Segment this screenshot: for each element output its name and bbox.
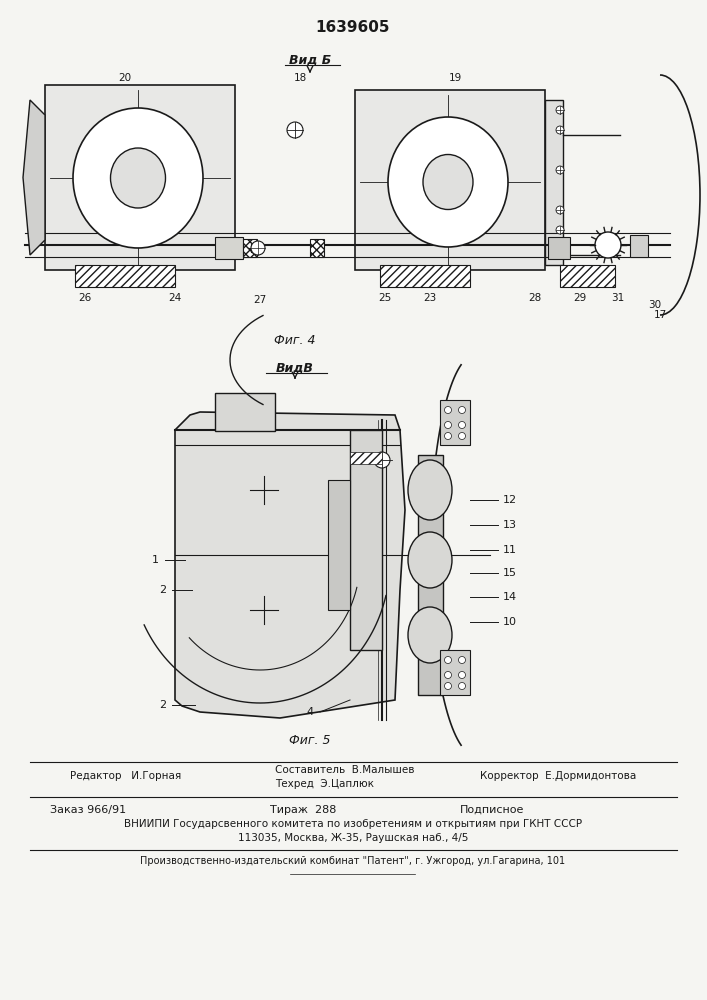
Text: Фиг. 5: Фиг. 5 xyxy=(289,734,331,746)
Circle shape xyxy=(445,672,452,678)
Text: 10: 10 xyxy=(503,617,517,627)
Circle shape xyxy=(595,232,621,258)
Text: Подписное: Подписное xyxy=(460,805,525,815)
Circle shape xyxy=(556,226,564,234)
Ellipse shape xyxy=(110,148,165,208)
Text: Корректор  Е.Дормидонтова: Корректор Е.Дормидонтова xyxy=(480,771,636,781)
Bar xyxy=(545,100,563,265)
Bar xyxy=(440,400,470,445)
Text: Фиг. 4: Фиг. 4 xyxy=(274,334,316,347)
Ellipse shape xyxy=(388,117,508,247)
Text: 1639605: 1639605 xyxy=(316,20,390,35)
Polygon shape xyxy=(175,412,405,718)
Bar xyxy=(75,265,175,287)
Text: 20: 20 xyxy=(119,73,132,83)
Circle shape xyxy=(459,406,465,414)
Ellipse shape xyxy=(423,154,473,210)
Polygon shape xyxy=(23,100,45,255)
Bar xyxy=(350,430,382,650)
Text: Составитель  В.Малышев: Составитель В.Малышев xyxy=(275,765,414,775)
Text: 12: 12 xyxy=(503,495,517,505)
Text: 17: 17 xyxy=(653,310,667,320)
Circle shape xyxy=(556,106,564,114)
Text: 31: 31 xyxy=(612,293,624,303)
Circle shape xyxy=(251,241,265,255)
Circle shape xyxy=(287,122,303,138)
Ellipse shape xyxy=(408,532,452,588)
Text: 26: 26 xyxy=(78,293,92,303)
Text: 2: 2 xyxy=(160,700,167,710)
Text: Техред  Э.Цаплюк: Техред Э.Цаплюк xyxy=(275,779,374,789)
Text: 18: 18 xyxy=(293,73,307,83)
Bar xyxy=(215,393,275,431)
Bar xyxy=(560,265,615,287)
Text: 29: 29 xyxy=(573,293,587,303)
Text: Производственно-издательский комбинат "Патент", г. Ужгород, ул.Гагарина, 101: Производственно-издательский комбинат "П… xyxy=(141,856,566,866)
Ellipse shape xyxy=(73,108,203,248)
Bar xyxy=(630,235,648,257)
Bar xyxy=(328,480,350,610)
Text: Вид Б: Вид Б xyxy=(289,53,331,66)
Text: 15: 15 xyxy=(503,568,517,578)
Text: 23: 23 xyxy=(423,293,437,303)
Text: 28: 28 xyxy=(528,293,542,303)
Circle shape xyxy=(459,656,465,664)
Bar xyxy=(215,237,243,259)
Circle shape xyxy=(459,432,465,440)
Circle shape xyxy=(374,452,390,468)
Circle shape xyxy=(445,682,452,690)
Bar xyxy=(45,85,235,270)
Text: Редактор   И.Горная: Редактор И.Горная xyxy=(70,771,181,781)
Text: 113035, Москва, Ж-35, Раушская наб., 4/5: 113035, Москва, Ж-35, Раушская наб., 4/5 xyxy=(238,833,468,843)
Circle shape xyxy=(459,672,465,678)
Bar xyxy=(548,237,570,259)
Text: 14: 14 xyxy=(503,592,517,602)
Text: 27: 27 xyxy=(253,295,267,305)
Circle shape xyxy=(556,206,564,214)
Text: Заказ 966/91: Заказ 966/91 xyxy=(50,805,126,815)
Circle shape xyxy=(445,432,452,440)
Bar xyxy=(418,455,443,695)
Bar xyxy=(350,452,382,464)
Text: 25: 25 xyxy=(378,293,392,303)
Text: 4: 4 xyxy=(306,707,314,717)
Bar xyxy=(310,239,324,257)
Circle shape xyxy=(556,126,564,134)
Text: 11: 11 xyxy=(503,545,517,555)
Text: ВНИИПИ Государсвенного комитета по изобретениям и открытиям при ГКНТ СССР: ВНИИПИ Государсвенного комитета по изобр… xyxy=(124,819,582,829)
Circle shape xyxy=(445,656,452,664)
Text: 1: 1 xyxy=(151,555,158,565)
Circle shape xyxy=(445,422,452,428)
Ellipse shape xyxy=(408,460,452,520)
Circle shape xyxy=(459,422,465,428)
Text: ВидВ: ВидВ xyxy=(276,361,314,374)
Bar xyxy=(440,650,470,695)
Text: 24: 24 xyxy=(168,293,182,303)
Bar xyxy=(243,239,257,257)
Circle shape xyxy=(556,166,564,174)
Ellipse shape xyxy=(408,607,452,663)
Text: 30: 30 xyxy=(648,300,662,310)
Circle shape xyxy=(459,682,465,690)
Text: 13: 13 xyxy=(503,520,517,530)
Text: Тираж  288: Тираж 288 xyxy=(270,805,337,815)
Text: 19: 19 xyxy=(448,73,462,83)
Bar xyxy=(380,265,470,287)
Text: 2: 2 xyxy=(160,585,167,595)
Bar xyxy=(355,90,545,270)
Circle shape xyxy=(445,406,452,414)
